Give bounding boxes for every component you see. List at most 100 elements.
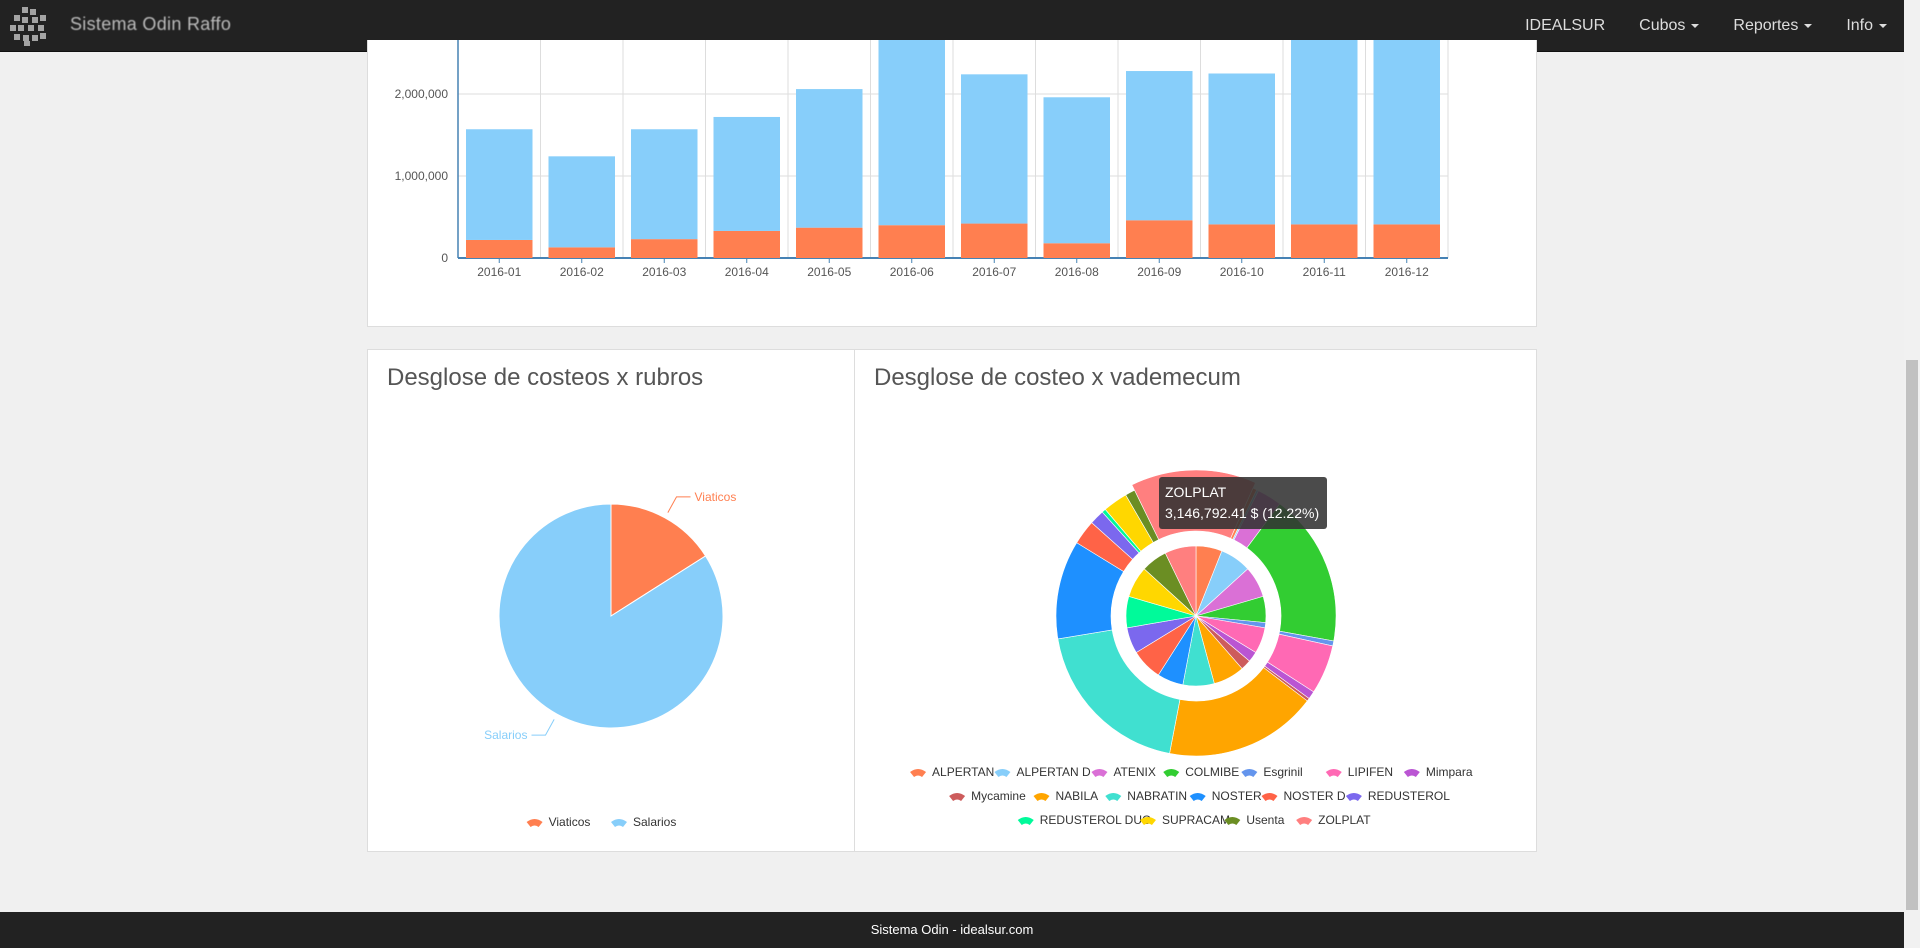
vademecum-donut-chart: ALPERTAN ALPERTAN D ATENIX COLMIBE Esgrinil L… bbox=[910, 469, 1473, 827]
legend-item[interactable]: LIPIFEN bbox=[1348, 765, 1393, 779]
bar-segment[interactable] bbox=[1291, 224, 1358, 258]
legend-item[interactable]: REDUSTEROL DUO bbox=[1040, 813, 1152, 827]
tooltip-name: ZOLPLAT bbox=[1165, 484, 1227, 500]
x-tick-label: 2016-09 bbox=[1137, 265, 1181, 279]
bar-segment[interactable] bbox=[713, 116, 781, 231]
legend-swatch bbox=[910, 769, 927, 777]
pie-label: Salarios bbox=[484, 728, 527, 742]
bar-segment[interactable] bbox=[878, 225, 946, 258]
legend-item[interactable]: ATENIX bbox=[1113, 765, 1155, 779]
pie-legend: Viaticos Salarios bbox=[526, 815, 676, 829]
y-tick-label: 2,000,000 bbox=[395, 87, 449, 101]
legend-item[interactable]: NABILA bbox=[1056, 789, 1099, 803]
x-tick-label: 2016-08 bbox=[1055, 265, 1099, 279]
legend-swatch bbox=[526, 819, 543, 827]
caret-down-icon bbox=[1879, 23, 1887, 28]
legend-swatch bbox=[1241, 769, 1258, 777]
legend-item[interactable]: SUPRACAM bbox=[1162, 813, 1230, 827]
bar-segment[interactable] bbox=[631, 239, 698, 258]
nav-item-label: IDEALSUR bbox=[1525, 16, 1606, 34]
brand-logo-icon[interactable] bbox=[8, 5, 50, 47]
nav-item-cubos[interactable]: Cubos bbox=[1622, 0, 1716, 51]
nav-item-info[interactable]: Info bbox=[1829, 0, 1904, 51]
brand-name[interactable]: Sistema Odin Raffo bbox=[70, 14, 232, 34]
legend-item[interactable]: Esgrinil bbox=[1263, 765, 1302, 779]
bar-segment[interactable] bbox=[1373, 224, 1441, 258]
y-tick-label: 0 bbox=[441, 251, 448, 265]
page-scrollbar[interactable] bbox=[1904, 0, 1920, 948]
nav-item-label: Info bbox=[1846, 16, 1873, 34]
legend-item[interactable]: REDUSTEROL bbox=[1368, 789, 1450, 803]
legend-item[interactable]: ALPERTAN bbox=[932, 765, 994, 779]
legend-item[interactable]: Salarios bbox=[633, 815, 676, 829]
donut-slice[interactable] bbox=[1164, 545, 1197, 617]
nav-item-reportes[interactable]: Reportes bbox=[1716, 0, 1829, 51]
legend-item[interactable]: NOSTER bbox=[1212, 789, 1262, 803]
monthly-bar-chart: 0 1,000,000 2,000,000 2016-01 2016-02 2016-03… bbox=[395, 40, 1449, 279]
bar-segment[interactable] bbox=[631, 129, 698, 240]
legend-item[interactable]: NABRATIN bbox=[1127, 789, 1187, 803]
x-tick-label: 2016-12 bbox=[1385, 265, 1429, 279]
pie-label: Viaticos bbox=[695, 490, 737, 504]
pie-slice[interactable] bbox=[610, 503, 707, 617]
nav-item-idealsur[interactable]: IDEALSUR bbox=[1508, 0, 1622, 51]
legend-swatch bbox=[949, 793, 966, 801]
bar-segment[interactable] bbox=[961, 223, 1028, 258]
bar-segment[interactable] bbox=[466, 129, 533, 240]
legend-item[interactable]: Viaticos bbox=[549, 815, 591, 829]
bar-segment[interactable] bbox=[1373, 40, 1441, 225]
vademecum-panel: Desglose de costeo x vademecum ALPERTAN A… bbox=[854, 349, 1537, 852]
x-tick-label: 2016-11 bbox=[1303, 265, 1346, 279]
legend-swatch bbox=[1325, 769, 1342, 777]
legend-item[interactable]: ALPERTAN D bbox=[1016, 765, 1091, 779]
bar-segment[interactable] bbox=[1208, 73, 1276, 225]
legend-swatch bbox=[1163, 769, 1180, 777]
bar-segment[interactable] bbox=[796, 227, 863, 258]
caret-down-icon bbox=[1804, 23, 1813, 28]
tooltip-value: 3,146,792.41 $ (12.22%) bbox=[1165, 505, 1320, 521]
x-tick-label: 2016-06 bbox=[890, 265, 934, 279]
pie-label-line bbox=[531, 719, 555, 736]
legend-swatch bbox=[1033, 793, 1050, 801]
legend-swatch bbox=[1224, 817, 1241, 825]
pie-slice[interactable] bbox=[498, 503, 724, 729]
footer-text: Sistema Odin - idealsur.com bbox=[870, 922, 1034, 937]
bar-segment[interactable] bbox=[466, 239, 533, 258]
x-tick-label: 2016-04 bbox=[725, 265, 769, 279]
legend-item[interactable]: Mimpara bbox=[1426, 765, 1473, 779]
pie-label-line bbox=[667, 496, 691, 513]
nav-item-label: Reportes bbox=[1733, 16, 1799, 34]
legend-item[interactable]: COLMIBE bbox=[1185, 765, 1239, 779]
bar-segment[interactable] bbox=[796, 89, 863, 228]
legend-swatch bbox=[1017, 817, 1034, 825]
nav-menu: IDEALSUR Cubos Reportes Info bbox=[1508, 0, 1904, 51]
rubros-title: Desglose de costeos x rubros bbox=[387, 364, 704, 391]
scrollbar-thumb[interactable] bbox=[1906, 360, 1918, 910]
legend-item[interactable]: Usenta bbox=[1246, 813, 1284, 827]
bar-segment[interactable] bbox=[1126, 71, 1193, 221]
vademecum-title: Desglose de costeo x vademecum bbox=[874, 364, 1241, 391]
bar-segment[interactable] bbox=[548, 247, 616, 258]
bar-segment[interactable] bbox=[1291, 40, 1358, 225]
rubros-pie-chart: Viaticos Salarios Viaticos Salarios bbox=[484, 490, 737, 829]
bar-segment[interactable] bbox=[878, 40, 946, 226]
bar-segment[interactable] bbox=[1043, 243, 1111, 258]
bar-segment[interactable] bbox=[961, 74, 1028, 224]
x-tick-label: 2016-07 bbox=[972, 265, 1016, 279]
legend-item[interactable]: Mycamine bbox=[971, 789, 1026, 803]
caret-down-icon bbox=[1691, 23, 1700, 28]
x-tick-label: 2016-05 bbox=[807, 265, 851, 279]
bar-segment[interactable] bbox=[1126, 220, 1193, 258]
bar-segment[interactable] bbox=[1208, 224, 1276, 258]
donut-slice[interactable] bbox=[1125, 489, 1160, 543]
legend-swatch bbox=[1105, 793, 1122, 801]
legend-swatch bbox=[1189, 793, 1206, 801]
bar-segment[interactable] bbox=[1043, 97, 1111, 244]
bar-segment[interactable] bbox=[548, 156, 616, 248]
x-tick-label: 2016-03 bbox=[642, 265, 686, 279]
nav-item-label: Cubos bbox=[1639, 16, 1686, 34]
legend-item[interactable]: NOSTER D bbox=[1284, 789, 1346, 803]
bar-segment[interactable] bbox=[713, 230, 781, 258]
legend-item[interactable]: ZOLPLAT bbox=[1318, 813, 1371, 827]
chart-tooltip: ZOLPLAT 3,146,792.41 $ (12.22%) bbox=[1159, 477, 1327, 529]
